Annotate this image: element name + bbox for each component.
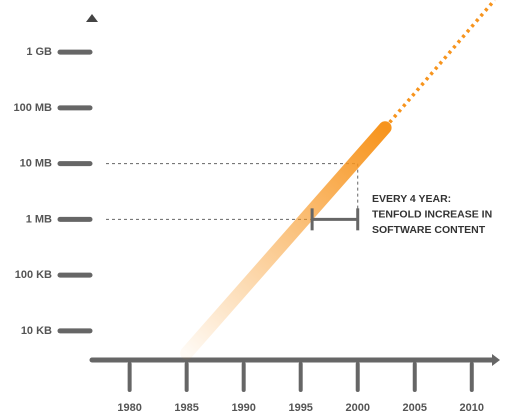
- annotation: TENFOLD INCREASE IN: [372, 208, 492, 220]
- annotation: SOFTWARE CONTENT: [372, 224, 486, 236]
- x-axis-arrow: [492, 354, 500, 366]
- annotation: EVERY 4 YEAR:: [372, 193, 451, 205]
- data-line: [180, 121, 392, 360]
- y-tick-label: 100 KB: [15, 269, 52, 281]
- y-axis-arrow: [86, 14, 98, 22]
- x-tick-label: 2010: [460, 402, 484, 414]
- x-tick-label: 2005: [403, 402, 427, 414]
- x-tick-label: 1985: [174, 402, 198, 414]
- x-tick-label: 2000: [345, 402, 369, 414]
- y-tick-label: 100 MB: [13, 102, 52, 114]
- data-line: [383, 0, 496, 129]
- y-tick-label: 10 KB: [21, 325, 52, 337]
- y-tick-label: 1 GB: [26, 46, 52, 58]
- y-tick-label: 1 MB: [26, 213, 52, 225]
- y-tick-label: 10 MB: [20, 158, 52, 170]
- x-tick-label: 1995: [288, 402, 312, 414]
- x-tick-label: 1990: [231, 402, 255, 414]
- x-tick-label: 1980: [117, 402, 141, 414]
